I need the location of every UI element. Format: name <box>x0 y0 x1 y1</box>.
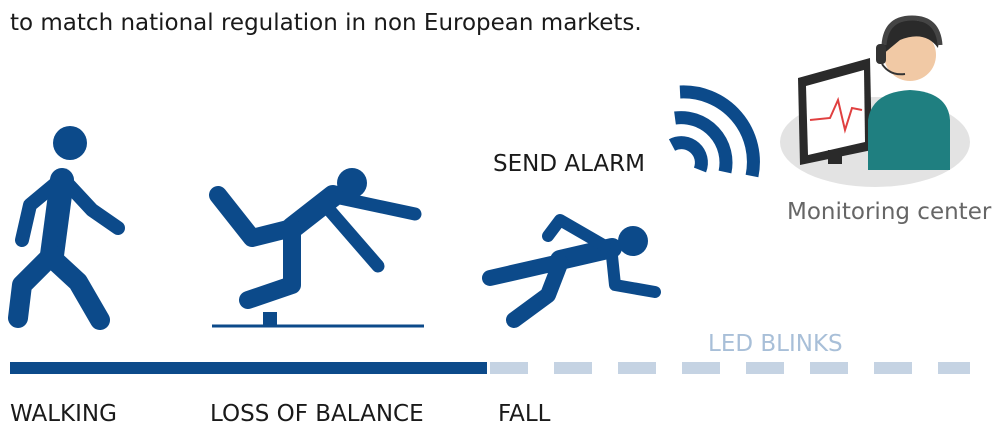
page: to match national regulation in non Euro… <box>0 0 992 425</box>
send-alarm-label: SEND ALARM <box>493 151 645 177</box>
loss-of-balance-figure <box>212 168 424 326</box>
walking-figure <box>18 126 118 320</box>
fall-figure <box>490 220 655 320</box>
alarm-waves <box>672 92 753 176</box>
diagram: to match national regulation in non Euro… <box>0 0 992 425</box>
stage-label: FALL <box>498 401 551 425</box>
stage-label: LOSS OF BALANCE <box>210 401 424 425</box>
led-blinks-label: LED BLINKS <box>708 331 843 357</box>
monitoring-center-icon <box>780 18 970 187</box>
monitoring-center-label: Monitoring center <box>787 199 992 225</box>
intro-text: to match national regulation in non Euro… <box>10 10 642 36</box>
stage-label: WALKING <box>10 401 117 425</box>
